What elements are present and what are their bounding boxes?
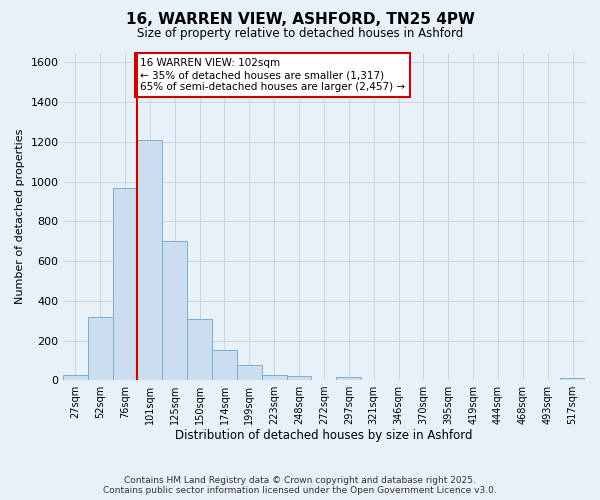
Bar <box>113 188 137 380</box>
Bar <box>337 378 361 380</box>
Y-axis label: Number of detached properties: Number of detached properties <box>15 128 25 304</box>
Bar <box>237 366 262 380</box>
Text: Size of property relative to detached houses in Ashford: Size of property relative to detached ho… <box>137 28 463 40</box>
Text: Contains HM Land Registry data © Crown copyright and database right 2025.
Contai: Contains HM Land Registry data © Crown c… <box>103 476 497 495</box>
Bar <box>262 376 287 380</box>
Bar <box>163 241 187 380</box>
Bar <box>137 140 163 380</box>
Bar <box>187 318 212 380</box>
Bar <box>88 316 113 380</box>
Text: 16 WARREN VIEW: 102sqm
← 35% of detached houses are smaller (1,317)
65% of semi-: 16 WARREN VIEW: 102sqm ← 35% of detached… <box>140 58 405 92</box>
Bar <box>63 376 88 380</box>
Bar <box>212 350 237 380</box>
Bar <box>287 376 311 380</box>
X-axis label: Distribution of detached houses by size in Ashford: Distribution of detached houses by size … <box>175 430 473 442</box>
Text: 16, WARREN VIEW, ASHFORD, TN25 4PW: 16, WARREN VIEW, ASHFORD, TN25 4PW <box>125 12 475 28</box>
Bar <box>560 378 585 380</box>
